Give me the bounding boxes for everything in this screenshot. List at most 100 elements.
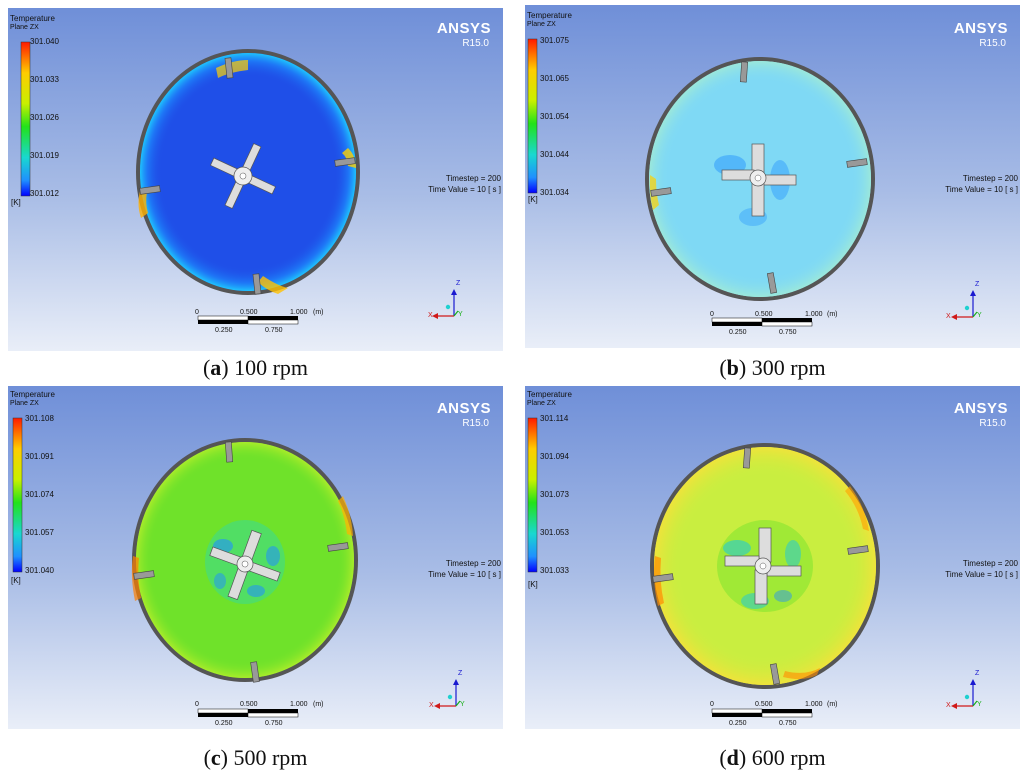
cold-zone	[723, 540, 751, 556]
timestep-label: Timestep = 200	[962, 559, 1018, 568]
axis-x-label: X	[428, 312, 433, 319]
axis-y-label: Y	[977, 701, 982, 708]
axis-z-label: Z	[975, 670, 980, 677]
caption-letter: c	[210, 745, 221, 770]
legend-title: Temperature	[527, 390, 572, 399]
panel-c: Temperature Plane ZX 301.108 301.091 301…	[8, 386, 503, 729]
color-bar	[527, 417, 538, 573]
legend-tick: 301.073	[540, 490, 569, 499]
legend-unit: [K]	[11, 198, 21, 207]
cold-zone	[785, 540, 801, 568]
baffle	[766, 272, 778, 294]
legend-tick: 301.065	[540, 74, 569, 83]
scale-label: 0.750	[265, 327, 283, 334]
baffle	[252, 273, 262, 295]
legend-plane: Plane ZX	[527, 21, 556, 28]
contour-plot-c	[12, 417, 461, 718]
legend-plane: Plane ZX	[10, 24, 39, 31]
scale-label: 0	[710, 701, 714, 708]
scale-label: 1.000	[290, 701, 308, 708]
caption-letter: d	[726, 745, 739, 770]
scale-label: 0.250	[729, 720, 747, 727]
ansys-logo: ANSYS	[436, 20, 491, 37]
baffle	[139, 185, 161, 195]
timestep-label: Timestep = 200	[962, 174, 1018, 183]
baffle	[650, 187, 672, 197]
baffle	[742, 447, 752, 469]
scale-label: 0.750	[779, 329, 797, 336]
legend-tick: 301.053	[540, 528, 569, 537]
scale-label: 1.000	[805, 311, 823, 318]
impeller	[724, 527, 802, 605]
time-value-label: Time Value = 10 [ s ]	[945, 185, 1018, 194]
hot-spot	[258, 276, 288, 294]
scale-bar	[711, 708, 813, 718]
legend-unit: [K]	[528, 195, 538, 204]
scale-label: 0	[710, 311, 714, 318]
caption-letter: b	[726, 355, 739, 380]
legend-title: Temperature	[10, 390, 55, 399]
baffle	[846, 158, 868, 168]
cold-zone	[774, 590, 792, 602]
color-bar	[20, 41, 31, 197]
time-info: Timestep = 200 Time Value = 10 [ s ]	[428, 173, 501, 195]
caption-a: (a) 100 rpm	[202, 355, 309, 380]
scale-label: 0.500	[755, 701, 773, 708]
legend-tick: 301.034	[540, 188, 569, 197]
legend-tick: 301.019	[30, 151, 59, 160]
legend-tick: 301.040	[30, 37, 59, 46]
legend-tick: 301.054	[540, 112, 569, 121]
legend-unit: [K]	[528, 580, 538, 589]
legend-tick: 301.074	[25, 490, 54, 499]
scale-label: 0.250	[215, 327, 233, 334]
axis-x-label: X	[946, 313, 951, 320]
caption-letter: a	[210, 355, 222, 380]
color-bar	[12, 417, 23, 573]
time-info: Timestep = 200 Time Value = 10 [ s ]	[428, 558, 501, 580]
legend-tick: 301.091	[25, 452, 54, 461]
legend-tick: 301.114	[540, 414, 569, 423]
panel-b: Temperature Plane ZX 301.075 301.065 301…	[525, 5, 1020, 348]
legend-tick: 301.057	[25, 528, 54, 537]
axis-z-label: Z	[458, 670, 463, 677]
contour-plot-a	[20, 41, 459, 325]
caption-d: (d) 600 rpm	[719, 745, 826, 770]
contour-plot-b	[527, 38, 978, 327]
legend-tick: 301.012	[30, 189, 59, 198]
legend-title: Temperature	[527, 11, 572, 20]
scale-label: 0.500	[240, 309, 258, 316]
scale-unit: (m)	[827, 701, 838, 708]
baffle	[769, 663, 781, 685]
axis-triad	[951, 290, 978, 320]
axis-z-label: Z	[975, 281, 980, 288]
ansys-logo: ANSYS	[953, 20, 1008, 37]
legend-plane: Plane ZX	[527, 400, 556, 407]
impeller	[210, 143, 276, 209]
time-info: Timestep = 200 Time Value = 10 [ s ]	[945, 173, 1018, 195]
baffle	[250, 661, 260, 683]
legend-plane: Plane ZX	[10, 400, 39, 407]
caption-b: (b) 300 rpm	[719, 355, 826, 380]
axis-y-label: Y	[458, 311, 463, 318]
impeller	[209, 529, 281, 600]
time-value-label: Time Value = 10 [ s ]	[428, 570, 501, 579]
caption-text: 500 rpm	[227, 745, 308, 770]
hot-spot	[783, 668, 820, 680]
caption-text: 100 rpm	[228, 355, 309, 380]
baffle	[334, 157, 356, 167]
caption-c: (c) 500 rpm	[203, 745, 308, 770]
time-info: Timestep = 200 Time Value = 10 [ s ]	[945, 558, 1018, 580]
scale-label: 0.750	[265, 720, 283, 727]
axis-triad	[432, 289, 459, 319]
baffle	[224, 57, 234, 79]
scale-label: 1.000	[290, 309, 308, 316]
version-label: R15.0	[462, 38, 489, 49]
axis-x-label: X	[429, 702, 434, 709]
legend-tick: 301.026	[30, 113, 59, 122]
cold-zone	[214, 573, 226, 589]
scale-label: 0.750	[779, 720, 797, 727]
scale-label: 0.250	[215, 720, 233, 727]
axis-y-label: Y	[977, 312, 982, 319]
caption-text: 600 rpm	[746, 745, 826, 770]
hot-spot	[338, 496, 353, 536]
